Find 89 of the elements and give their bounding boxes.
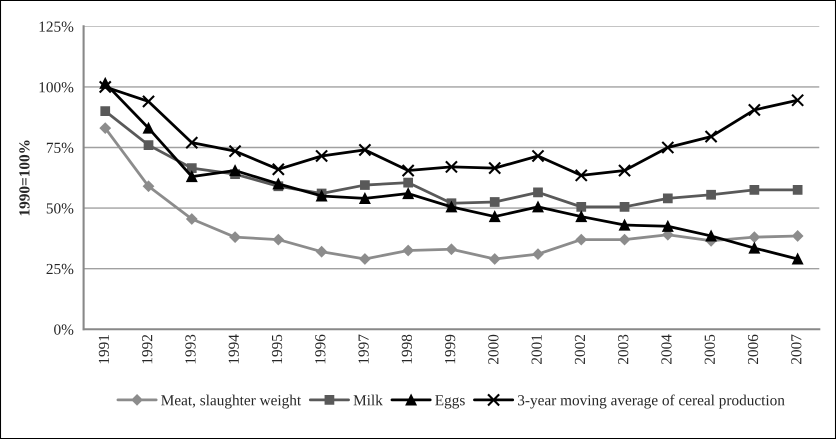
legend-label: Eggs bbox=[435, 395, 465, 409]
point bbox=[403, 178, 414, 188]
point bbox=[144, 140, 154, 150]
point bbox=[574, 168, 588, 182]
point bbox=[186, 171, 198, 182]
point bbox=[704, 130, 718, 144]
point bbox=[229, 232, 241, 243]
legend-label: 3-year moving average of cereal production bbox=[518, 394, 785, 409]
y-tick-label: 125% bbox=[40, 21, 74, 32]
point bbox=[142, 94, 156, 108]
x-tick-label: 1994 bbox=[228, 334, 239, 364]
point bbox=[142, 122, 154, 134]
point bbox=[532, 248, 544, 260]
point bbox=[315, 149, 328, 163]
x-tick-label: 1998 bbox=[402, 334, 412, 364]
x-tick-label: 1992 bbox=[142, 334, 152, 364]
point bbox=[359, 192, 370, 204]
point bbox=[662, 194, 673, 204]
point bbox=[359, 253, 370, 265]
y-tick-label: 50% bbox=[46, 203, 74, 214]
point bbox=[792, 185, 803, 195]
legend-label: Meat, slaughter weight bbox=[161, 394, 302, 409]
point bbox=[618, 234, 630, 246]
point bbox=[490, 197, 500, 207]
point bbox=[358, 143, 372, 157]
point bbox=[792, 230, 804, 242]
point bbox=[706, 190, 716, 200]
point bbox=[446, 201, 457, 212]
y-tick-label: 100% bbox=[40, 82, 74, 92]
point bbox=[750, 185, 760, 195]
point bbox=[748, 232, 760, 243]
x-tick-label: 2000 bbox=[488, 334, 499, 364]
point bbox=[576, 211, 587, 222]
point bbox=[533, 187, 543, 198]
point bbox=[98, 80, 112, 94]
point bbox=[791, 94, 804, 107]
point bbox=[316, 246, 328, 258]
point bbox=[272, 162, 285, 176]
x-tick-label: 2002 bbox=[574, 334, 586, 364]
point bbox=[230, 164, 241, 176]
point bbox=[620, 202, 630, 212]
point bbox=[748, 242, 760, 254]
x-tick-label: 2004 bbox=[661, 334, 672, 364]
point bbox=[272, 178, 284, 190]
x-tick-label: 1996 bbox=[315, 334, 326, 364]
point bbox=[444, 160, 458, 174]
point bbox=[488, 162, 502, 175]
point bbox=[576, 234, 587, 246]
x-tick-label: 1993 bbox=[185, 334, 196, 364]
point bbox=[792, 253, 804, 265]
x-tick-label: 1991 bbox=[98, 335, 110, 364]
y-tick-label: 25% bbox=[46, 264, 74, 274]
x-tick-label: 1997 bbox=[358, 334, 369, 364]
x-tick-label: 2007 bbox=[791, 334, 802, 364]
point bbox=[662, 220, 674, 232]
point bbox=[576, 202, 586, 212]
point bbox=[661, 140, 674, 154]
x-tick-label: 2001 bbox=[532, 335, 542, 364]
x-tick-label: 2006 bbox=[748, 334, 758, 364]
point bbox=[489, 253, 500, 265]
point bbox=[100, 106, 110, 116]
point bbox=[618, 164, 632, 178]
point bbox=[402, 164, 415, 178]
x-tick-label: 1999 bbox=[444, 334, 456, 364]
point bbox=[186, 213, 198, 225]
point bbox=[748, 103, 761, 117]
x-tick-label: 1995 bbox=[272, 334, 282, 364]
point bbox=[618, 219, 630, 231]
x-tick-label: 2003 bbox=[618, 334, 628, 364]
point bbox=[489, 211, 500, 222]
y-axis-title: 1990=100% bbox=[19, 140, 30, 216]
point bbox=[446, 244, 458, 255]
point bbox=[532, 201, 544, 212]
point bbox=[706, 230, 717, 242]
point bbox=[402, 188, 414, 200]
legend-label: Milk bbox=[354, 394, 383, 406]
point bbox=[142, 180, 154, 192]
point bbox=[185, 136, 198, 150]
point bbox=[100, 122, 111, 134]
y-tick-label: 75% bbox=[46, 142, 74, 154]
point bbox=[316, 190, 328, 202]
point bbox=[272, 234, 284, 246]
y-tick-label: 0% bbox=[54, 324, 74, 335]
point bbox=[531, 149, 545, 163]
point bbox=[186, 163, 197, 173]
point bbox=[360, 180, 370, 190]
x-tick-label: 2005 bbox=[704, 334, 715, 364]
point bbox=[402, 244, 414, 256]
point bbox=[228, 144, 242, 158]
